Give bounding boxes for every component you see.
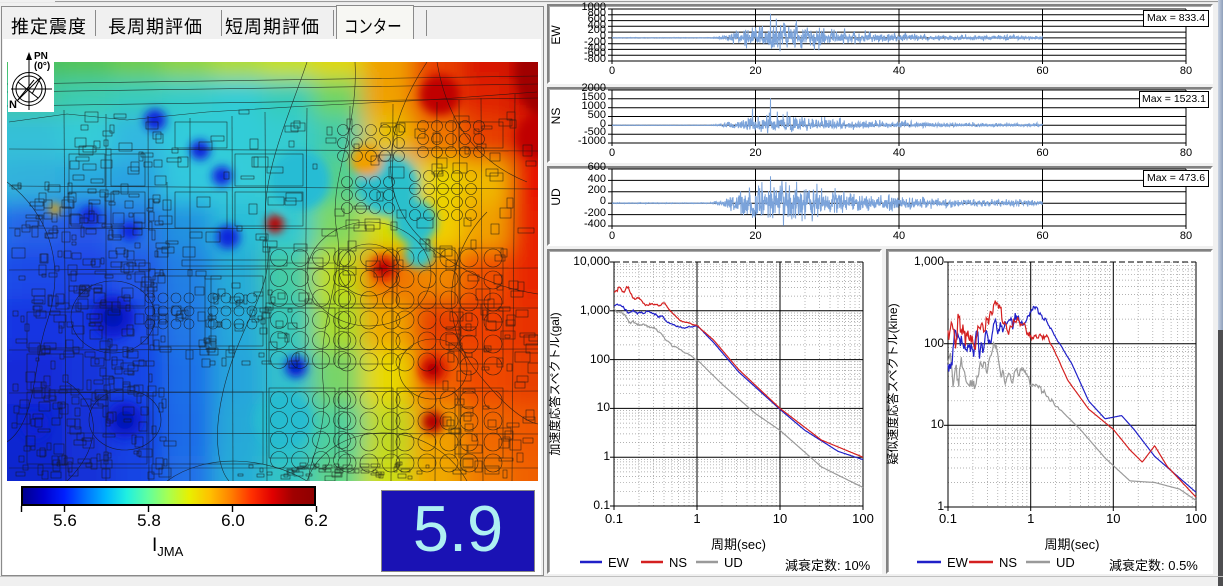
svg-text:(0°): (0°) [34,61,50,72]
svg-text:PN: PN [34,51,48,62]
svg-text:N: N [9,99,17,111]
